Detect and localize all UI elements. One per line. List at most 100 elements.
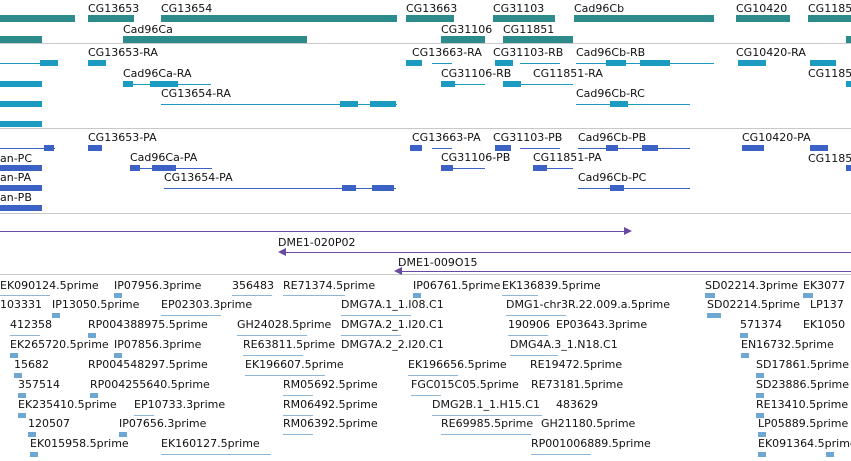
gene-label[interactable]: CG31106	[441, 23, 493, 36]
est-label[interactable]: DMG7A.2_1.I20.C1	[341, 318, 444, 331]
est-feature[interactable]	[411, 395, 441, 396]
est-label[interactable]: 15682	[14, 358, 49, 371]
peptide-label[interactable]: CG11851-PA	[533, 151, 602, 164]
peptide-label[interactable]: CG13654-PA	[164, 171, 233, 184]
est-feature[interactable]	[531, 454, 591, 455]
clone-label[interactable]: DME1-020P02	[278, 236, 356, 249]
est-feature[interactable]	[510, 355, 558, 356]
est-feature[interactable]	[161, 454, 271, 455]
transcript-feature[interactable]	[161, 104, 397, 105]
est-label[interactable]: 483629	[556, 398, 598, 411]
peptide-label[interactable]: an-PB	[0, 191, 32, 204]
clone-feature[interactable]	[398, 271, 851, 272]
gene-feature[interactable]	[88, 15, 134, 22]
est-label[interactable]: DMG2B.1_1.H15.C1	[432, 398, 540, 411]
gene-label[interactable]: Cad96Cb	[574, 2, 625, 15]
peptide-label[interactable]: an-PA	[0, 171, 32, 184]
est-label[interactable]: IP13050.5prime	[52, 298, 140, 311]
transcript-feature[interactable]	[0, 63, 58, 64]
peptide-feature[interactable]	[164, 188, 396, 189]
est-feature[interactable]	[283, 434, 313, 435]
est-label[interactable]: RP001006889.5prime	[531, 437, 651, 450]
est-label[interactable]: EK015958.5prime	[30, 437, 129, 450]
est-label[interactable]: SD02214.5prime	[707, 298, 800, 311]
est-label[interactable]: EK235410.5prime	[18, 398, 117, 411]
est-feature[interactable]	[283, 295, 345, 296]
peptide-label[interactable]: CG31103-PB	[493, 131, 563, 144]
peptide-label[interactable]: Cad96Cb-PC	[578, 171, 647, 184]
est-label[interactable]: GH21180.5prime	[541, 417, 636, 430]
gene-label[interactable]: CG13654	[161, 2, 213, 15]
est-feature[interactable]	[432, 415, 542, 416]
peptide-label[interactable]: CG1185	[808, 152, 851, 165]
est-label[interactable]: SD02214.3prime	[705, 279, 798, 292]
est-label[interactable]: 103331	[0, 298, 42, 311]
est-label[interactable]: 356483	[232, 279, 274, 292]
est-feature[interactable]	[283, 415, 313, 416]
est-feature[interactable]	[10, 335, 40, 336]
gene-feature[interactable]	[0, 15, 75, 22]
est-label[interactable]: RE69985.5prime	[441, 417, 534, 430]
est-feature[interactable]	[441, 434, 531, 435]
est-label[interactable]: EK3077	[803, 279, 846, 292]
est-label[interactable]: RP004255640.5prime	[90, 378, 210, 391]
peptide-feature[interactable]	[578, 148, 690, 149]
transcript-label[interactable]: Cad96Ca-RA	[123, 67, 192, 80]
est-label[interactable]: EK160127.5prime	[161, 437, 260, 450]
est-label[interactable]: DMG7A.2_2.I20.C1	[341, 338, 444, 351]
est-label[interactable]: 571374	[740, 318, 782, 331]
est-label[interactable]: RE73181.5prime	[531, 378, 624, 391]
est-label[interactable]: EK1050	[803, 318, 846, 331]
est-label[interactable]: 412358	[10, 318, 52, 331]
transcript-label[interactable]: CG13654-RA	[161, 87, 231, 100]
est-feature[interactable]	[508, 335, 548, 336]
gene-label[interactable]: CG11851	[503, 23, 555, 36]
gene-label[interactable]: CG10420	[736, 2, 788, 15]
transcript-feature[interactable]	[432, 63, 452, 64]
transcript-label[interactable]: CG13663-RA	[412, 46, 482, 59]
transcript-label[interactable]: CG10420-RA	[736, 46, 806, 59]
est-label[interactable]: EK265720.5prime	[10, 338, 109, 351]
est-label[interactable]: DMG4A.3_1.N18.C1	[510, 338, 618, 351]
est-feature[interactable]	[506, 315, 566, 316]
est-label[interactable]: EK196656.5prime	[408, 358, 507, 371]
est-label[interactable]: SD17861.5prime	[756, 358, 849, 371]
peptide-feature[interactable]	[578, 188, 690, 189]
gene-feature[interactable]	[441, 36, 485, 43]
transcript-label[interactable]: Cad96Cb-RC	[576, 87, 645, 100]
gene-feature[interactable]	[846, 36, 851, 43]
gene-label[interactable]: Cad96Ca	[123, 23, 173, 36]
peptide-feature[interactable]	[533, 168, 573, 169]
est-feature[interactable]	[237, 335, 307, 336]
est-label[interactable]: EP10733.3prime	[134, 398, 226, 411]
est-label[interactable]: RE63811.5prime	[243, 338, 336, 351]
gene-feature[interactable]	[808, 15, 851, 22]
transcript-label[interactable]: CG1185	[808, 67, 851, 80]
peptide-feature[interactable]	[520, 148, 560, 149]
est-feature[interactable]	[341, 315, 411, 316]
peptide-label[interactable]: CG31106-PB	[441, 151, 511, 164]
gene-label[interactable]: CG1185	[808, 2, 851, 15]
est-feature[interactable]	[408, 375, 458, 376]
gene-feature[interactable]	[123, 36, 307, 43]
clone-label[interactable]: DME1-009O15	[398, 256, 478, 269]
gene-label[interactable]: CG13663	[406, 2, 458, 15]
est-label[interactable]: EK196607.5prime	[245, 358, 344, 371]
est-label[interactable]: EP03643.3prime	[556, 318, 648, 331]
est-feature[interactable]	[243, 355, 303, 356]
est-label[interactable]: IP07956.3prime	[114, 279, 202, 292]
est-label[interactable]: RE19472.5prime	[530, 358, 623, 371]
peptide-label[interactable]: CG13663-PA	[412, 131, 481, 144]
transcript-feature[interactable]	[441, 84, 485, 85]
est-feature[interactable]	[245, 375, 325, 376]
gene-feature[interactable]	[161, 15, 397, 22]
clone-feature[interactable]	[0, 231, 628, 232]
peptide-label[interactable]: CG10420-PA	[742, 131, 811, 144]
est-label[interactable]: EP02303.3prime	[161, 298, 253, 311]
est-feature[interactable]	[341, 335, 401, 336]
est-label[interactable]: 190906	[508, 318, 550, 331]
transcript-feature[interactable]	[503, 84, 573, 85]
est-label[interactable]: IP06761.5prime	[413, 279, 501, 292]
peptide-label[interactable]: Cad96Ca-PA	[130, 151, 198, 164]
